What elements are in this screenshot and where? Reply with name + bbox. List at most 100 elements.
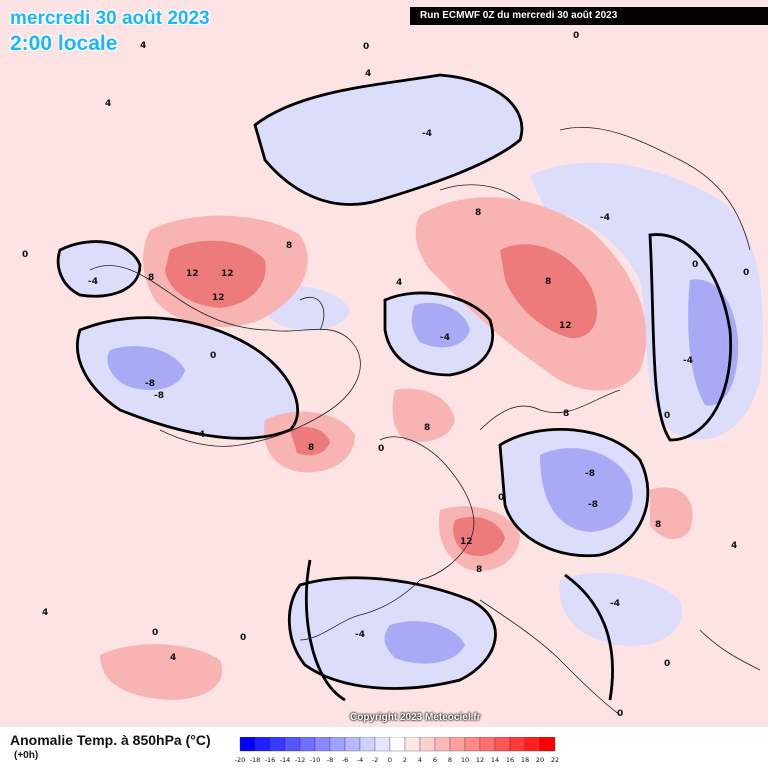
contour-label: 12 xyxy=(212,293,225,303)
contour-label: 4 xyxy=(42,608,48,618)
legend-tick-label: -20 xyxy=(235,756,246,764)
legend-swatch xyxy=(449,737,466,752)
contour-label: -4 xyxy=(195,430,205,440)
legend-swatch xyxy=(434,737,451,752)
contour-label: 0 xyxy=(498,493,504,503)
legend-swatch xyxy=(239,737,256,752)
legend-swatch xyxy=(539,737,556,752)
contour-label: 4 xyxy=(365,69,371,79)
legend-tick-label: -2 xyxy=(372,756,378,764)
contour-label: 8 xyxy=(545,277,551,287)
contour-label: 12 xyxy=(186,269,199,279)
legend-swatch xyxy=(284,737,301,752)
contour-label: 8 xyxy=(476,565,482,575)
legend-swatch xyxy=(419,737,436,752)
legend-tick-label: 10 xyxy=(461,756,469,764)
legend-swatch xyxy=(299,737,316,752)
contour-label: 12 xyxy=(460,537,473,547)
temperature-anomaly-map: 12 12 12 12 12 8 8 8 8 8 8 8 8 8 -8 -8 -… xyxy=(0,0,768,727)
legend-tick-label: 2 xyxy=(403,756,407,764)
contour-label: 0 xyxy=(378,444,384,454)
contour-label: 0 xyxy=(617,709,623,719)
legend-swatch xyxy=(404,737,421,752)
contour-label: 12 xyxy=(221,269,234,279)
contour-label: 0 xyxy=(664,411,670,421)
contour-label: 4 xyxy=(105,99,111,109)
contour-label: 0 xyxy=(664,659,670,669)
contour-label: 0 xyxy=(22,250,28,260)
forecast-time: 2:00 locale xyxy=(10,32,118,55)
legend-swatch xyxy=(509,737,526,752)
contour-label: -8 xyxy=(145,379,155,389)
legend-swatch xyxy=(374,737,391,752)
legend-swatch xyxy=(329,737,346,752)
legend-tick-label: 4 xyxy=(418,756,422,764)
contour-labels: 12 12 12 12 12 8 8 8 8 8 8 8 8 8 -8 -8 -… xyxy=(22,31,749,719)
contour-label: -4 xyxy=(610,599,620,609)
legend-tick-label: -4 xyxy=(357,756,363,764)
legend-swatch xyxy=(359,737,376,752)
contour-label: 8 xyxy=(148,273,154,283)
contour-label: 0 xyxy=(743,268,749,278)
contour-label: 0 xyxy=(692,260,698,270)
zero-contours xyxy=(56,73,733,702)
legend-tick-label: -16 xyxy=(265,756,276,764)
contour-label: 4 xyxy=(170,653,176,663)
contour-label: 8 xyxy=(424,423,430,433)
legend-swatch xyxy=(524,737,541,752)
legend-tick-label: -6 xyxy=(342,756,348,764)
contour-label: -4 xyxy=(422,129,432,139)
contour-label: -4 xyxy=(88,277,98,287)
legend-tick-label: 18 xyxy=(521,756,529,764)
color-scale-legend: -20 -18 -16 -14 -12 -10 -8 -6 -4 -2 0 2 4 6 8 10 12 14 16 1… xyxy=(235,737,559,764)
legend-tick-label: -8 xyxy=(327,756,333,764)
legend-tick-label: -14 xyxy=(280,756,291,764)
contour-label: -8 xyxy=(154,391,164,401)
legend-swatch xyxy=(254,737,271,752)
legend-tick-label: 8 xyxy=(448,756,452,764)
legend-tick-label: 12 xyxy=(476,756,484,764)
legend-swatch xyxy=(269,737,286,752)
legend-swatch xyxy=(479,737,496,752)
contour-label: 8 xyxy=(563,409,569,419)
contour-label: -4 xyxy=(355,630,365,640)
legend-swatch xyxy=(344,737,361,752)
legend-swatch xyxy=(389,737,406,752)
forecast-step: (+0h) xyxy=(14,750,39,761)
contour-label: 4 xyxy=(396,278,402,288)
legend-tick-label: 6 xyxy=(433,756,437,764)
legend-swatch xyxy=(464,737,481,752)
legend-tick-label: 0 xyxy=(388,756,392,764)
contour-label: -8 xyxy=(585,469,595,479)
coastlines xyxy=(89,126,761,716)
contour-label: -8 xyxy=(588,500,598,510)
legend-tick-label: 20 xyxy=(536,756,544,764)
contour-label: 8 xyxy=(308,443,314,453)
legend-swatch xyxy=(494,737,511,752)
contour-label: -4 xyxy=(600,213,610,223)
contour-label: 0 xyxy=(240,633,246,643)
forecast-date: mercredi 30 août 2023 xyxy=(10,8,210,29)
contour-label: 0 xyxy=(152,628,158,638)
contour-label: 4 xyxy=(731,541,737,551)
legend-swatch xyxy=(314,737,331,752)
contour-label: -4 xyxy=(683,356,693,366)
legend-tick-label: 14 xyxy=(491,756,499,764)
model-run-banner: Run ECMWF 0Z du mercredi 30 août 2023 xyxy=(410,7,768,25)
parameter-title: Anomalie Temp. à 850hPa (°C) xyxy=(10,732,211,748)
contour-label: 4 xyxy=(140,41,146,51)
legend-tick-label: -12 xyxy=(295,756,306,764)
contour-label: -4 xyxy=(440,333,450,343)
legend-tick-label: 16 xyxy=(506,756,514,764)
legend-tick-label: -10 xyxy=(310,756,321,764)
legend-tick-label: 22 xyxy=(551,756,559,764)
contour-label: 12 xyxy=(559,321,572,331)
contour-label: 8 xyxy=(655,520,661,530)
contour-label: 0 xyxy=(363,42,369,52)
contour-label: 8 xyxy=(286,241,292,251)
legend-tick-label: -18 xyxy=(250,756,261,764)
contour-label: 0 xyxy=(573,31,579,41)
copyright-text: Copyright 2023 Meteociel.fr xyxy=(350,712,481,723)
contour-label: 8 xyxy=(475,208,481,218)
contour-label: 0 xyxy=(210,351,216,361)
